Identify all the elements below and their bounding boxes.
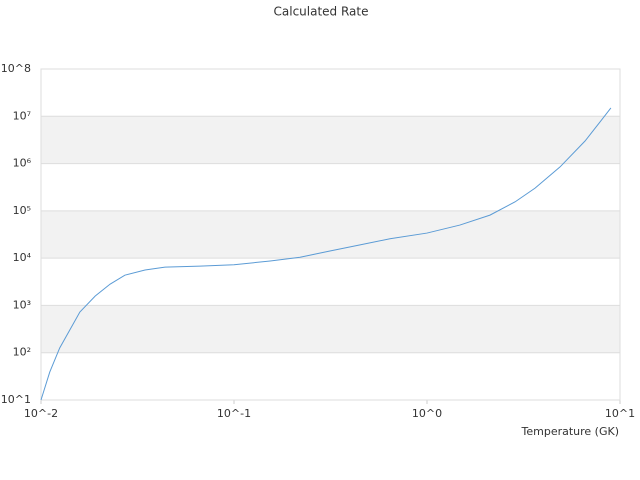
plot-border [40, 68, 621, 401]
y-tick-label: 10² [13, 346, 31, 359]
chart-title: Calculated Rate [274, 5, 369, 19]
grid [41, 68, 620, 401]
y-tick-label: 10⁷ [13, 109, 31, 122]
y-tick-label: 10⁵ [13, 204, 31, 217]
x-tick-label: 10^-1 [217, 407, 251, 420]
data-line [40, 107, 612, 401]
grid-band [41, 210, 620, 259]
grid-band [41, 116, 620, 164]
y-tick-label: 10^8 [1, 62, 31, 75]
x-tick-label: 10^-2 [24, 407, 58, 420]
grid-band [41, 305, 620, 353]
x-tick-label: 10^1 [605, 407, 635, 420]
y-tick-label: 10⁶ [13, 157, 32, 170]
y-tick-label: 10^1 [1, 393, 31, 406]
x-tick-label: 10^0 [412, 407, 442, 420]
x-axis-label: Temperature (GK) [521, 425, 620, 438]
y-tick-label: 10³ [13, 298, 31, 311]
y-tick-label: 10⁴ [13, 251, 32, 264]
